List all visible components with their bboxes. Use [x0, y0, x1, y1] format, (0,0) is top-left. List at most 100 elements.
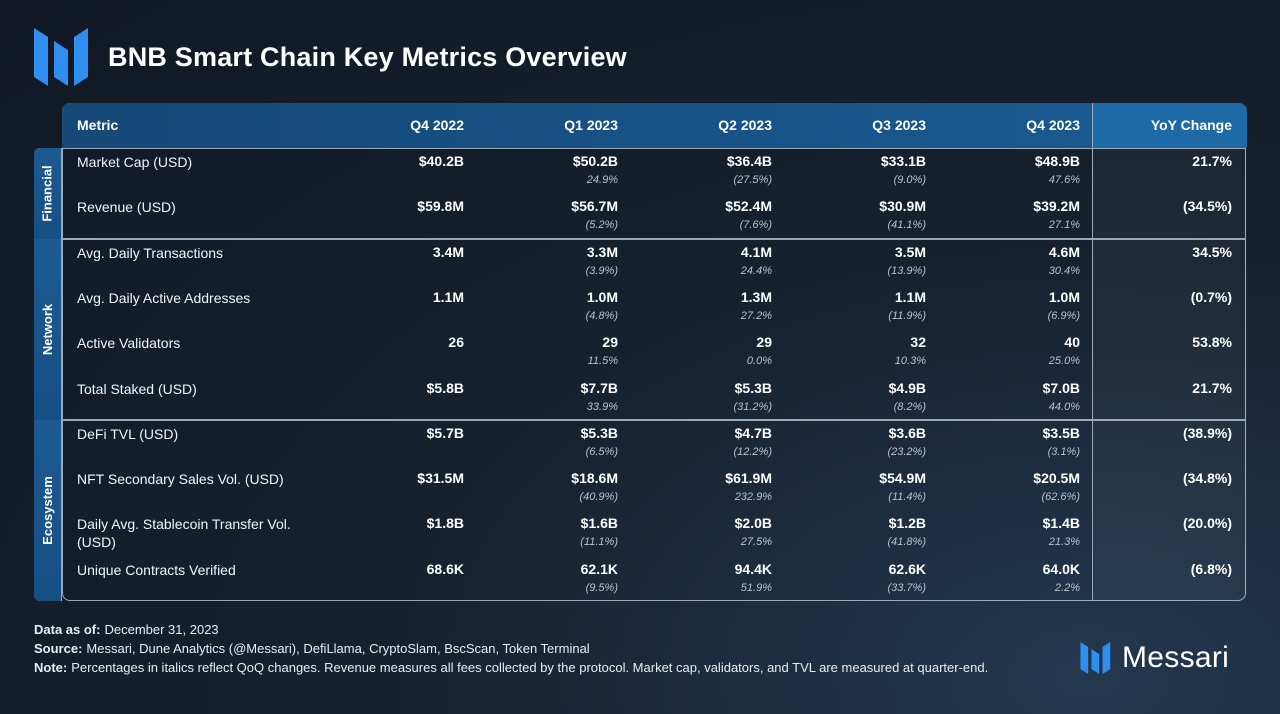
table-row: Total Staked (USD) $5.8B $7.7B $5.3B $4.9B $7…: [34, 375, 1246, 420]
metric-name: DeFi TVL (USD): [77, 425, 179, 442]
footer-notes: Data as of: December 31, 2023 Source: Me…: [34, 620, 1034, 677]
yoy-change-value: (6.8%): [1190, 560, 1232, 577]
yoy-change-value: (38.9%): [1182, 424, 1232, 441]
metric-value: $2.0B: [734, 515, 772, 532]
qoq-change: 2.2%: [1054, 581, 1080, 594]
qoq-change: (6.5%): [585, 445, 618, 458]
metric-value: $3.6B: [888, 424, 926, 441]
table-row: Revenue (USD) $59.8M $56.7M $52.4M $30.9M $39…: [34, 193, 1246, 238]
table-row: Active Validators 26 29 29 32 40 11.5% 0.0% 10.3…: [34, 329, 1246, 374]
qoq-change: (6.9%): [1047, 309, 1080, 322]
metric-value: $48.9B: [1034, 153, 1080, 169]
as-of-label: Data as of:: [34, 622, 101, 637]
group-label-ecosystem: Ecosystem: [34, 419, 62, 601]
metric-value: $61.9M: [725, 470, 772, 487]
metric-value: $18.6M: [571, 470, 618, 487]
messari-logo-icon: [34, 28, 88, 86]
yoy-change-value: 21.7%: [1192, 379, 1232, 396]
metric-name: Avg. Daily Transactions: [77, 244, 224, 261]
metric-value: 64.0K: [1042, 560, 1080, 577]
metric-value: 3.3M: [586, 243, 618, 260]
qoq-change: (12.2%): [733, 445, 772, 458]
metric-value: 26: [448, 334, 464, 351]
metric-value: $5.3B: [580, 424, 618, 441]
metric-value: $54.9M: [879, 470, 926, 487]
note-line: Note: Percentages in italics reflect QoQ…: [34, 658, 1034, 677]
qoq-change: 51.9%: [740, 581, 772, 594]
metric-value: $1.4B: [1042, 515, 1080, 532]
metric-value: $5.8B: [426, 379, 464, 396]
qoq-change: (11.1%): [580, 536, 618, 549]
metric-value: $52.4M: [725, 198, 772, 215]
qoq-change: (5.2%): [585, 219, 618, 232]
metric-value: $50.2B: [572, 153, 618, 169]
metric-name-line: (USD): [77, 534, 116, 551]
qoq-change: 24.4%: [740, 264, 772, 277]
yoy-change-value: (34.5%): [1182, 198, 1232, 215]
qoq-change: 44.0%: [1048, 400, 1080, 413]
as-of-date: December 31, 2023: [104, 622, 219, 637]
source-line: Source: Messari, Dune Analytics (@Messar…: [34, 639, 1034, 658]
yoy-change-value: (0.7%): [1190, 288, 1232, 305]
metric-value: 1.3M: [740, 288, 772, 305]
qoq-change: 21.3%: [1048, 536, 1080, 549]
metric-value: $4.7B: [734, 424, 772, 441]
qoq-change: 30.4%: [1048, 264, 1080, 277]
qoq-change: (9.0%): [893, 174, 926, 186]
metric-value: 3.4M: [432, 243, 464, 260]
qoq-change: 27.2%: [740, 309, 772, 322]
yoy-header-cell: [1092, 103, 1247, 148]
qoq-change: (11.4%): [888, 491, 926, 504]
qoq-change: 47.6%: [1048, 174, 1080, 186]
qoq-change: (7.6%): [739, 219, 772, 232]
metric-value: 29: [602, 334, 618, 351]
metric-value: 3.5M: [894, 243, 926, 260]
metric-value: 94.4K: [734, 560, 772, 577]
table-header-row: [62, 103, 1246, 148]
qoq-change: 33.9%: [586, 400, 618, 413]
brand-name: Messari: [1122, 641, 1230, 674]
metric-value: $40.2B: [418, 153, 464, 169]
metric-value: $33.1B: [880, 153, 926, 169]
metric-value: $4.9B: [888, 379, 926, 396]
qoq-change: (27.5%): [733, 174, 772, 186]
page-title: BNB Smart Chain Key Metrics Overview: [108, 41, 627, 72]
metric-name: Unique Contracts Verified: [77, 561, 236, 578]
page-header: BNB Smart Chain Key Metrics Overview: [34, 28, 627, 86]
qoq-change: (4.8%): [585, 309, 618, 322]
metric-value: $5.7B: [426, 424, 464, 441]
group-label-financial: Financial: [34, 148, 62, 239]
metric-value: $36.4B: [726, 153, 772, 169]
metric-value: $31.5M: [417, 470, 464, 487]
qoq-change: 0.0%: [746, 355, 772, 368]
metric-value: 4.6M: [1048, 243, 1080, 260]
source-text: Messari, Dune Analytics (@Messari), Defi…: [86, 641, 590, 656]
brand-logo: Messari: [1080, 641, 1229, 675]
metric-value: 1.1M: [894, 288, 926, 305]
metric-value: $59.8M: [417, 198, 464, 215]
metric-value: $1.2B: [888, 515, 926, 532]
qoq-change: (40.9%): [579, 491, 618, 504]
qoq-change: (31.2%): [733, 400, 772, 413]
metric-value: $20.5M: [1033, 470, 1080, 487]
qoq-change: (41.8%): [887, 536, 926, 549]
metric-value: 1.0M: [586, 288, 618, 305]
yoy-change-value: (20.0%): [1182, 515, 1232, 532]
messari-logo-icon: [1080, 642, 1111, 674]
column-header: Q4 2022: [410, 117, 464, 133]
qoq-change: 24.9%: [586, 174, 618, 186]
table-row: Daily Avg. Stablecoin Transfer Vol. (USD)…: [34, 510, 1246, 555]
column-header: Metric: [77, 117, 119, 133]
qoq-change: (11.9%): [888, 309, 926, 322]
metric-value: $1.6B: [580, 515, 618, 532]
metric-value: 40: [1064, 334, 1080, 351]
table-row: DeFi TVL (USD) $5.7B $5.3B $4.7B $3.6B $3.5B (…: [34, 420, 1246, 465]
qoq-change: (33.7%): [887, 581, 926, 594]
metric-name: Avg. Daily Active Addresses: [77, 289, 251, 306]
qoq-change: (41.1%): [887, 219, 926, 232]
metric-value: $7.7B: [580, 379, 618, 396]
qoq-change: (62.6%): [1041, 491, 1080, 504]
qoq-change: 10.3%: [894, 355, 926, 368]
qoq-change: 25.0%: [1048, 355, 1080, 368]
metric-name: NFT Secondary Sales Vol. (USD): [77, 471, 284, 488]
